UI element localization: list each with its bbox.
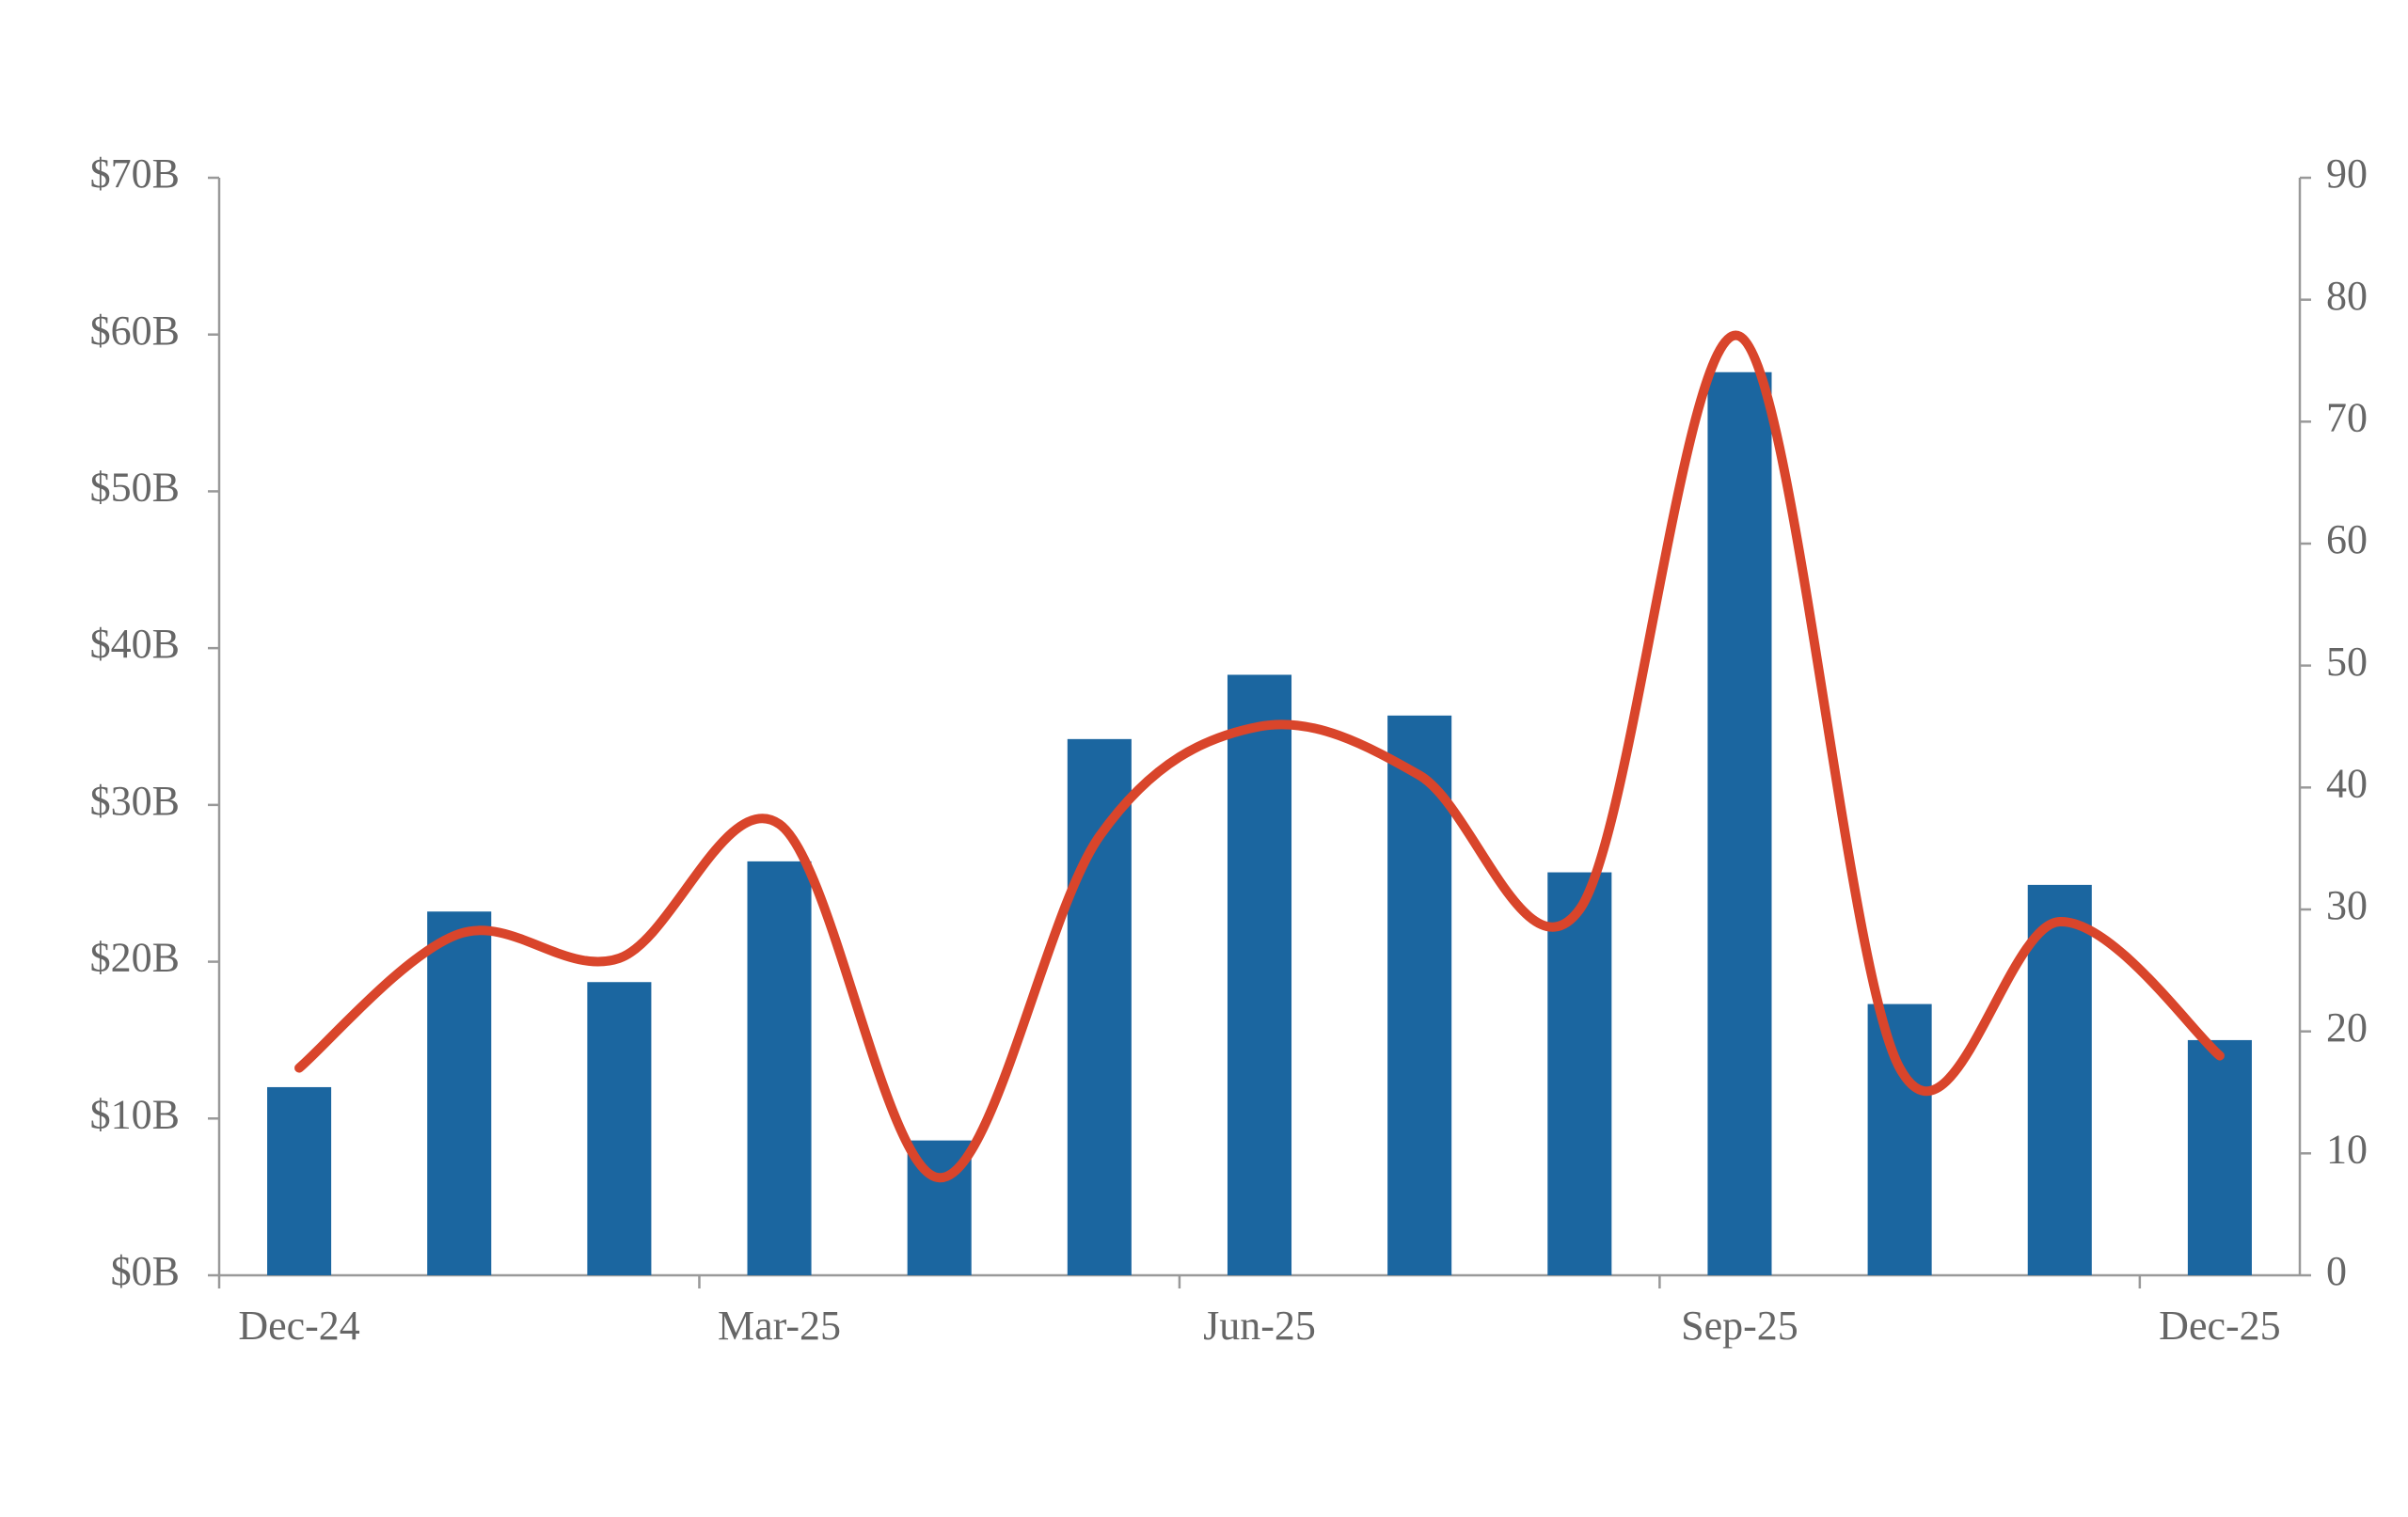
y-tick-label: $30B [90,778,180,824]
y2-tick-label: 20 [2326,1004,2368,1051]
bar [2187,1039,2252,1275]
bar [747,861,812,1275]
bar [2027,884,2092,1275]
y2-tick-label: 70 [2326,394,2368,440]
x-tick-label: Sep-25 [1681,1303,1798,1349]
x-tick-label: Dec-24 [238,1303,360,1349]
y-tick-label: $0B [111,1248,180,1294]
bar [1867,1003,1932,1275]
y2-tick-label: 0 [2326,1248,2347,1294]
y2-tick-label: 80 [2326,273,2368,319]
y-tick-label: $40B [90,621,180,667]
bar [427,911,492,1275]
bar [267,1086,332,1275]
bar [1227,674,1292,1275]
bar [1067,738,1132,1275]
y-tick-label: $10B [90,1091,180,1137]
bar [1547,872,1612,1275]
x-tick-label: Jun-25 [1203,1303,1316,1349]
y2-tick-label: 10 [2326,1126,2368,1172]
y-tick-label: $20B [90,935,180,981]
y2-tick-label: 60 [2326,516,2368,562]
y2-tick-label: 40 [2326,760,2368,806]
bar [1387,715,1452,1275]
y-tick-label: $70B [90,150,180,197]
y-tick-label: $60B [90,308,180,354]
x-tick-label: Mar-25 [718,1303,841,1349]
bar [1707,371,1772,1275]
y2-tick-label: 90 [2326,150,2368,197]
line [294,330,2225,1183]
x-tick-label: Dec-25 [2159,1303,2281,1349]
y-tick-label: $50B [90,465,180,511]
bar [587,982,652,1275]
y2-tick-label: 30 [2326,882,2368,928]
y2-tick-label: 50 [2326,639,2368,685]
